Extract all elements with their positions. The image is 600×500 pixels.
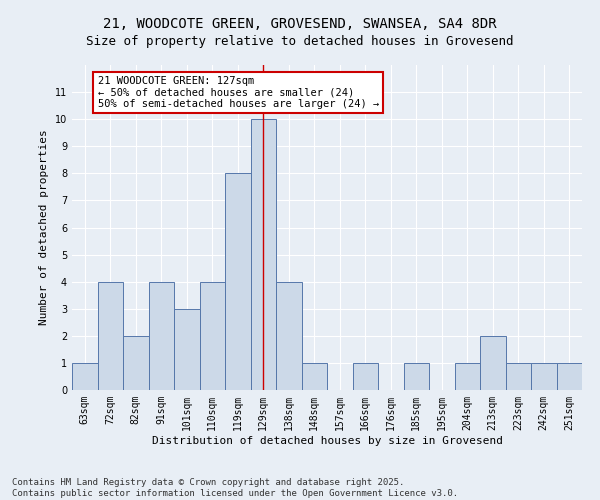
Bar [276, 282, 302, 390]
Bar [505, 363, 531, 390]
Text: 21, WOODCOTE GREEN, GROVESEND, SWANSEA, SA4 8DR: 21, WOODCOTE GREEN, GROVESEND, SWANSEA, … [103, 18, 497, 32]
Y-axis label: Number of detached properties: Number of detached properties [40, 130, 49, 326]
Text: Size of property relative to detached houses in Grovesend: Size of property relative to detached ho… [86, 35, 514, 48]
Bar [225, 174, 251, 390]
Bar [531, 363, 557, 390]
Bar [480, 336, 505, 390]
Bar [302, 363, 327, 390]
Bar [404, 363, 429, 390]
Bar [97, 282, 123, 390]
Bar [149, 282, 174, 390]
Bar [251, 119, 276, 390]
Bar [72, 363, 97, 390]
Text: 21 WOODCOTE GREEN: 127sqm
← 50% of detached houses are smaller (24)
50% of semi-: 21 WOODCOTE GREEN: 127sqm ← 50% of detac… [97, 76, 379, 109]
Bar [353, 363, 378, 390]
Bar [123, 336, 149, 390]
Bar [174, 308, 199, 390]
Text: Contains HM Land Registry data © Crown copyright and database right 2025.
Contai: Contains HM Land Registry data © Crown c… [12, 478, 458, 498]
Bar [557, 363, 582, 390]
Bar [455, 363, 480, 390]
X-axis label: Distribution of detached houses by size in Grovesend: Distribution of detached houses by size … [151, 436, 503, 446]
Bar [199, 282, 225, 390]
